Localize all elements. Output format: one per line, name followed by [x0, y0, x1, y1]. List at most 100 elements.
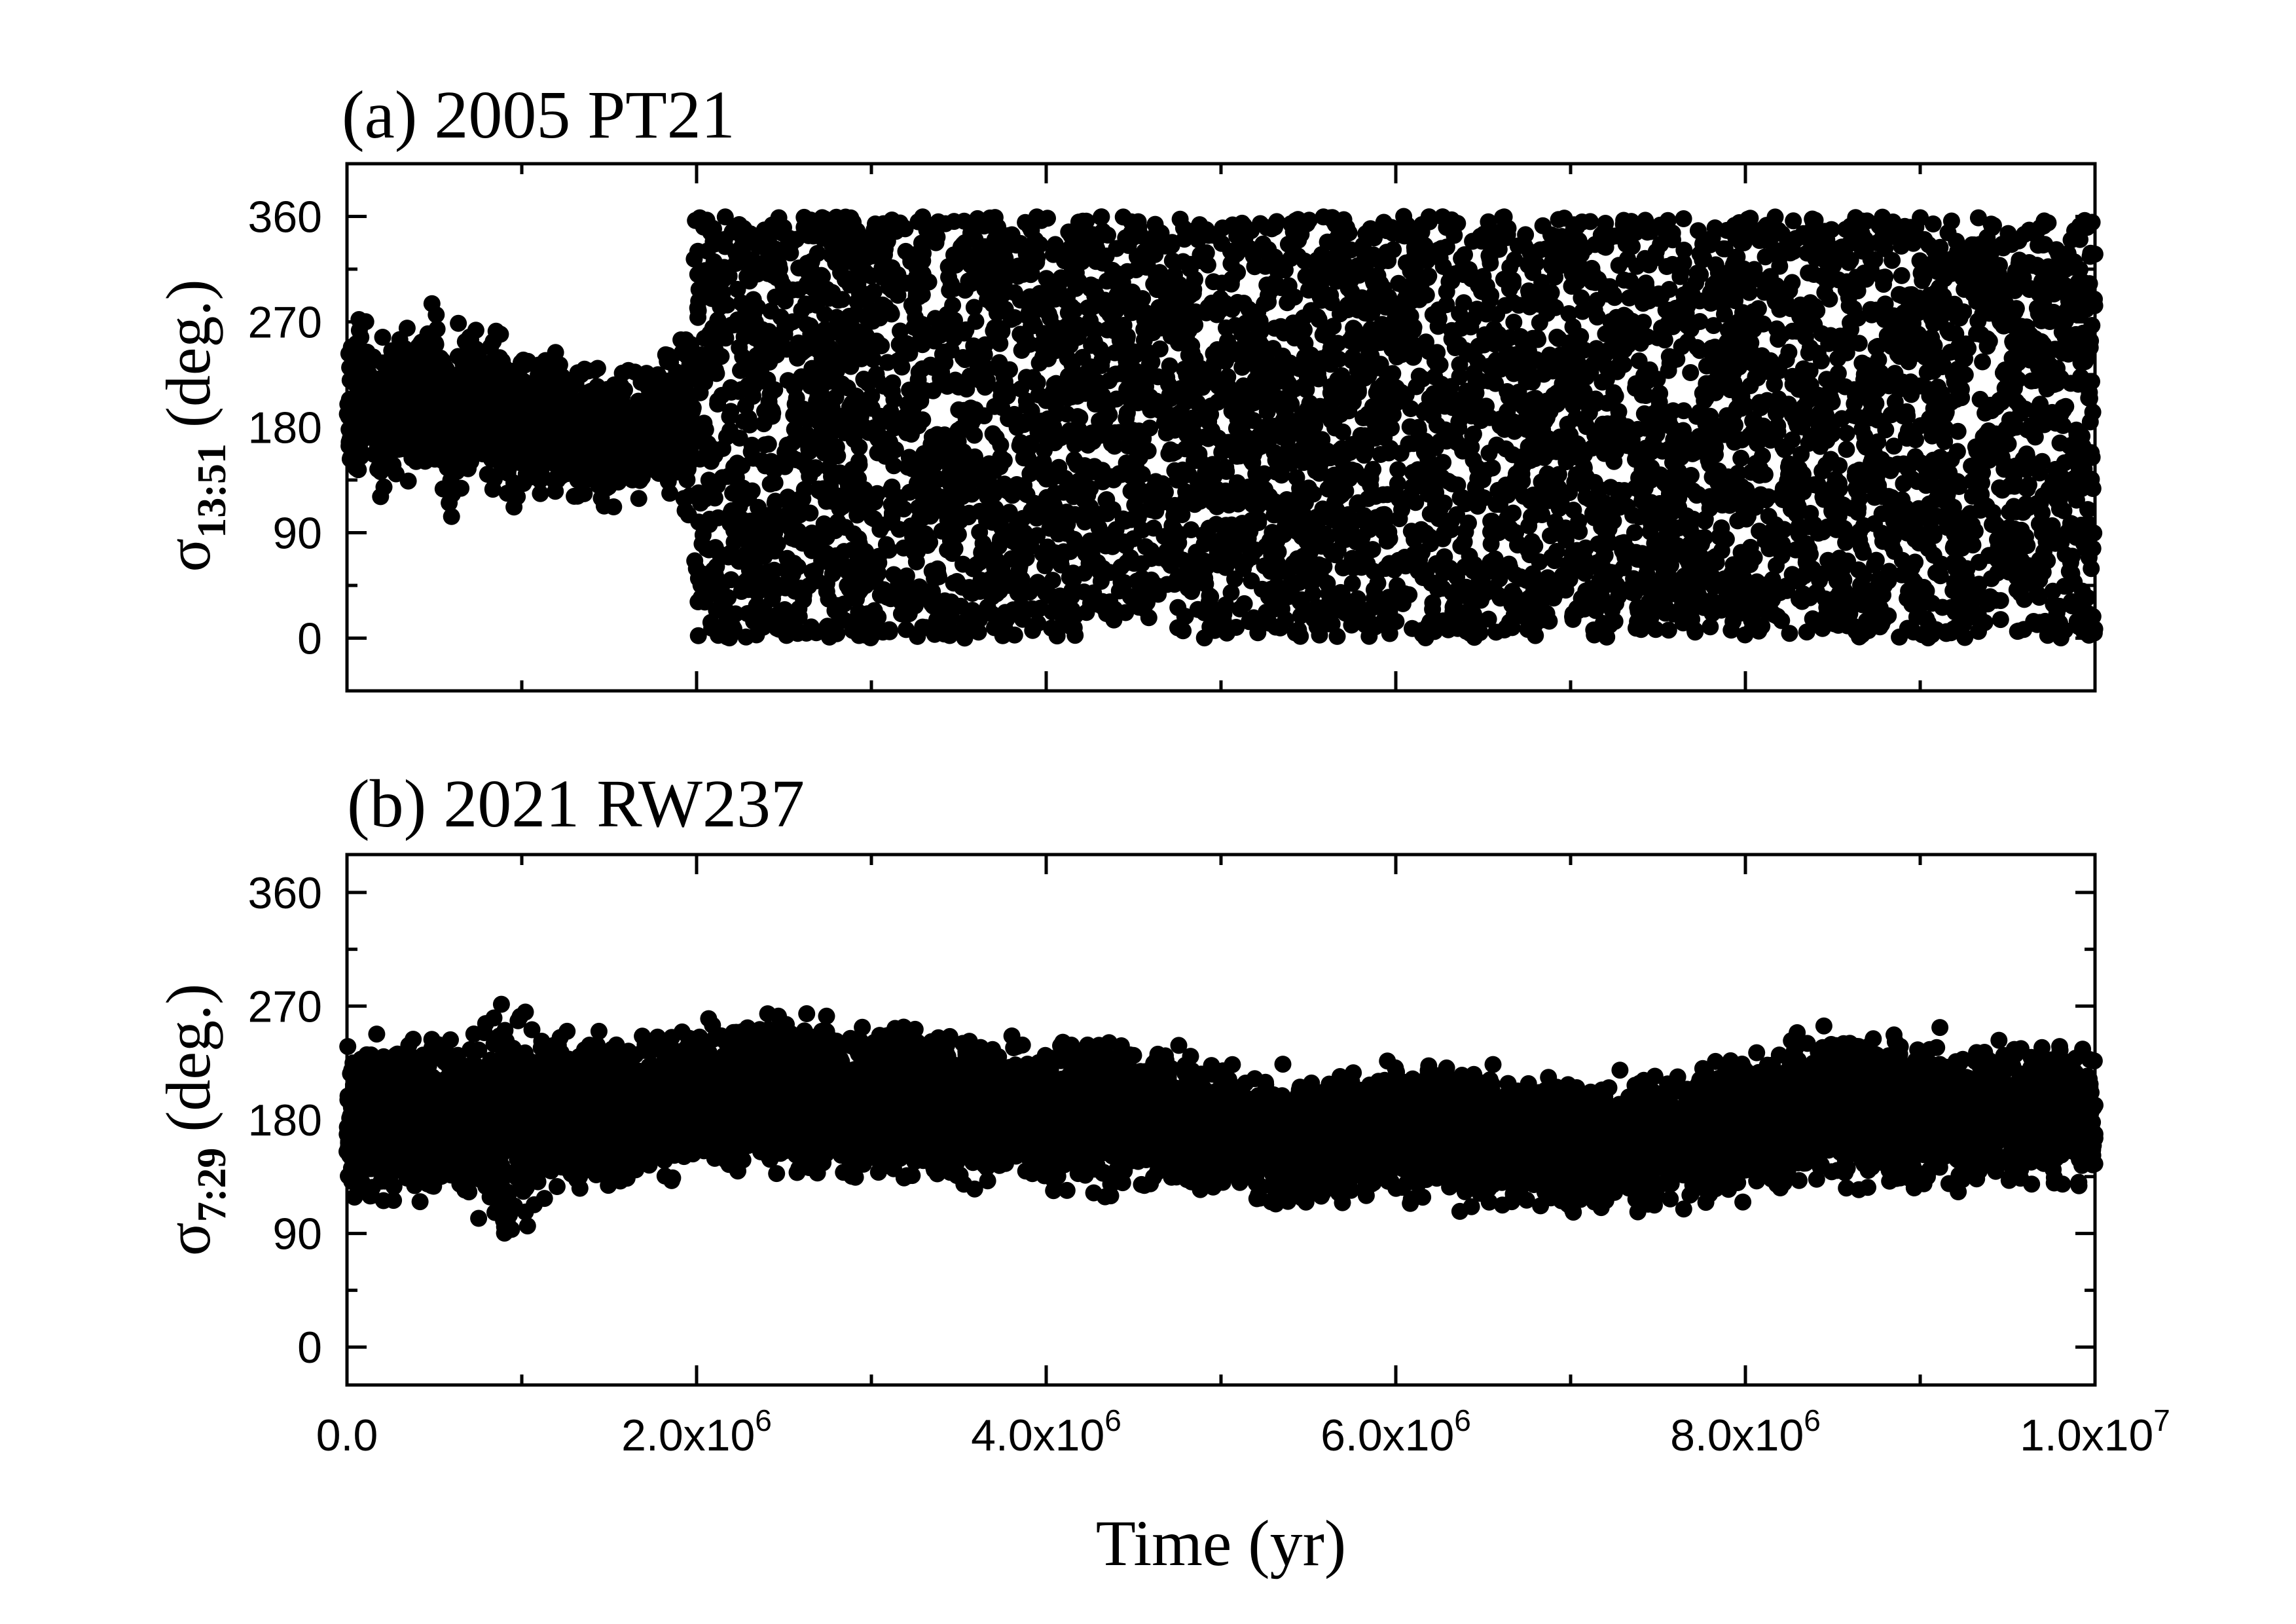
- data-point: [1686, 623, 1704, 641]
- data-point: [1495, 420, 1513, 438]
- data-point: [767, 492, 784, 510]
- data-point: [689, 299, 706, 317]
- data-point: [1629, 420, 1647, 438]
- data-point: [1586, 626, 1603, 644]
- data-point: [1574, 462, 1592, 479]
- data-point: [1254, 580, 1271, 598]
- data-point: [1974, 353, 1992, 371]
- data-point: [689, 627, 707, 644]
- data-point: [850, 285, 868, 303]
- data-point: [487, 322, 505, 340]
- data-point: [882, 403, 900, 420]
- data-point: [2003, 503, 2021, 521]
- data-point: [1197, 428, 1214, 446]
- data-point: [920, 583, 938, 600]
- data-point: [1893, 267, 1910, 284]
- data-point: [589, 360, 606, 377]
- data-point: [1175, 622, 1192, 640]
- data-point: [1982, 570, 2000, 587]
- data-point: [1682, 364, 1700, 381]
- data-point: [1597, 278, 1615, 295]
- data-point: [718, 428, 735, 446]
- data-point: [1482, 535, 1500, 553]
- data-point: [1904, 234, 1922, 252]
- data-point: [1034, 348, 1052, 365]
- data-point: [1341, 444, 1358, 461]
- data-point: [1873, 505, 1891, 523]
- data-point: [960, 272, 977, 290]
- data-point: [789, 558, 807, 576]
- data-point: [1691, 313, 1709, 330]
- data-point: [848, 506, 866, 524]
- data-point: [1749, 300, 1767, 318]
- data-point: [709, 311, 727, 329]
- data-point: [1094, 387, 1112, 405]
- data-point: [399, 472, 417, 490]
- data-point: [1075, 583, 1093, 600]
- data-point: [1546, 299, 1564, 316]
- data-point: [1840, 253, 1857, 271]
- panel-a-title: (a) 2005 PT21: [342, 77, 735, 153]
- data-point: [1897, 499, 1915, 517]
- data-point: [1906, 342, 1923, 360]
- data-point: [1222, 255, 1240, 272]
- data-point: [2018, 537, 2036, 555]
- data-point: [1076, 564, 1093, 582]
- data-point: [1482, 291, 1499, 308]
- data-point: [1853, 626, 1871, 644]
- data-point: [1787, 413, 1804, 430]
- data-point: [1688, 339, 1706, 356]
- data-point: [1630, 352, 1648, 370]
- data-point: [879, 354, 896, 371]
- data-point: [1948, 232, 1965, 250]
- data-point: [498, 485, 516, 502]
- data-point: [1401, 418, 1419, 435]
- data-point: [909, 371, 927, 388]
- data-point: [833, 375, 851, 393]
- data-point: [1838, 424, 1855, 442]
- data-point: [1230, 495, 1247, 513]
- data-point: [1237, 335, 1254, 352]
- data-point: [1675, 210, 1692, 227]
- data-point: [374, 329, 392, 346]
- data-point: [1167, 574, 1184, 592]
- data-point: [1505, 314, 1523, 331]
- data-point: [1097, 491, 1115, 509]
- data-point: [1945, 554, 1963, 572]
- data-point: [1189, 482, 1207, 500]
- data-point: [1106, 344, 1123, 361]
- data-point: [1658, 572, 1675, 590]
- data-point: [1741, 538, 1759, 556]
- data-point: [1059, 350, 1076, 367]
- data-point: [1516, 237, 1534, 255]
- data-point: [1483, 555, 1501, 572]
- data-point: [1669, 537, 1686, 555]
- data-point: [1093, 208, 1110, 226]
- data-point: [1726, 434, 1743, 451]
- data-point: [970, 623, 987, 641]
- data-point: [1830, 271, 1848, 289]
- data-point: [1181, 260, 1199, 278]
- data-point: [967, 312, 985, 330]
- data-point: [1601, 616, 1618, 634]
- data-point: [1267, 618, 1285, 636]
- data-point: [1194, 378, 1211, 396]
- data-point: [1527, 390, 1544, 407]
- data-point: [1510, 395, 1527, 412]
- panel-a-points: [338, 208, 2104, 647]
- data-point: [1044, 572, 1061, 589]
- data-point: [1216, 352, 1234, 370]
- data-point: [1638, 565, 1656, 583]
- data-point: [1561, 484, 1578, 502]
- data-point: [1300, 282, 1317, 299]
- data-point: [1280, 375, 1297, 392]
- data-point: [776, 292, 794, 310]
- data-point: [1404, 619, 1421, 637]
- data-point: [1647, 249, 1664, 267]
- data-point: [1185, 281, 1203, 298]
- data-point: [1359, 490, 1377, 507]
- data-point: [1600, 576, 1618, 593]
- data-point: [626, 363, 644, 381]
- data-point: [1277, 280, 1294, 297]
